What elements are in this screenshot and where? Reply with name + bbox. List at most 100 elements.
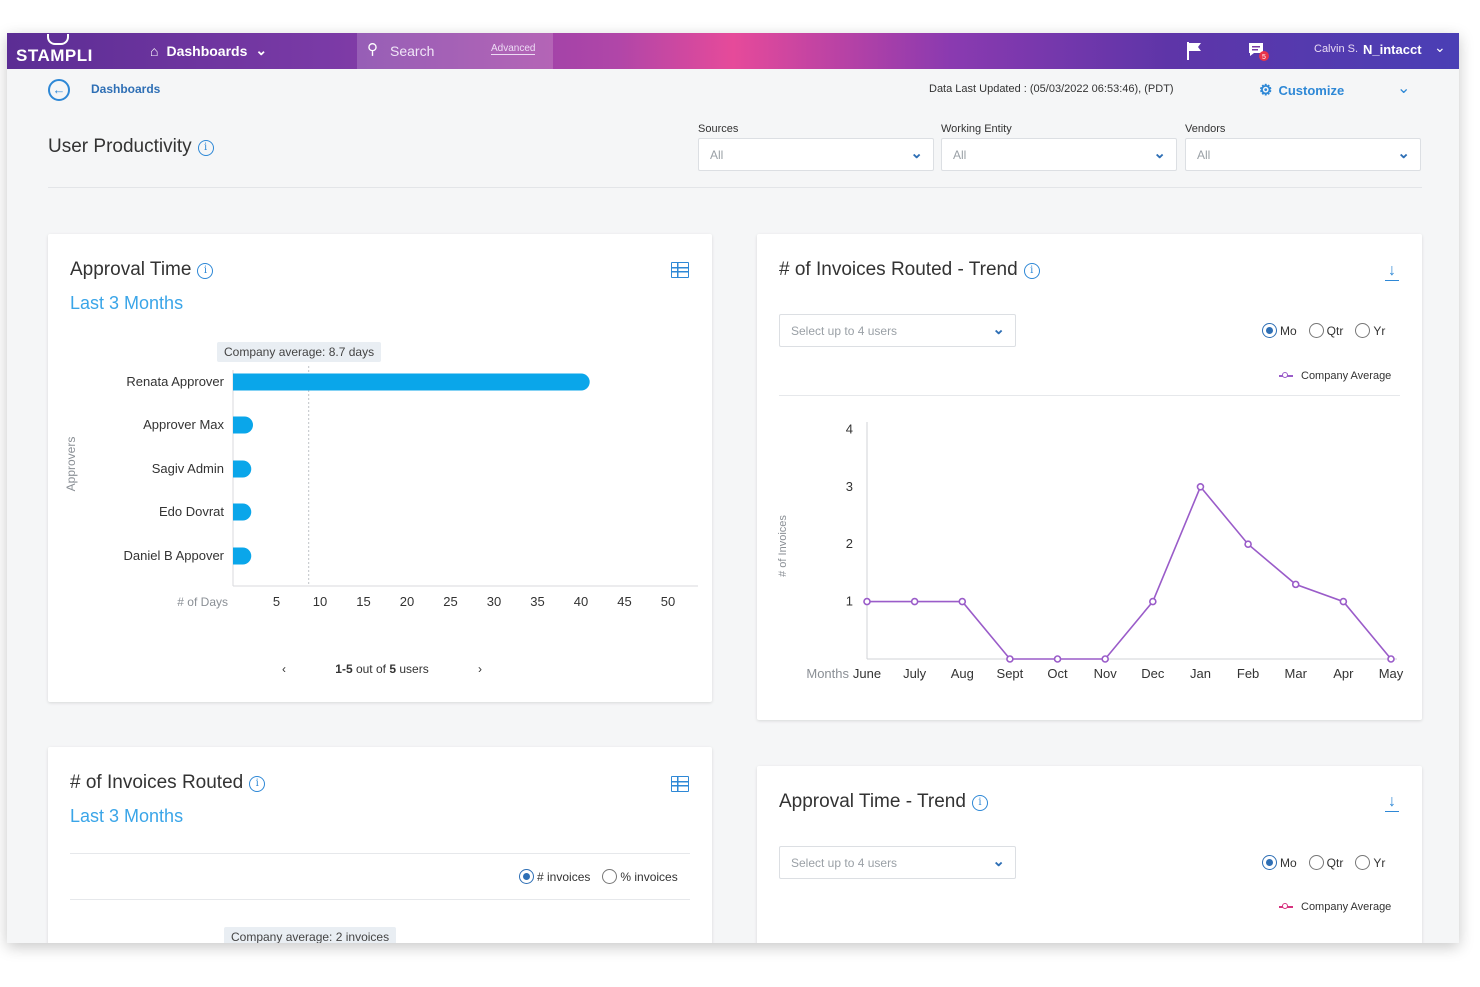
x-tick-label: July	[903, 666, 927, 681]
logo[interactable]: STAMPLI	[16, 46, 93, 65]
logo-cart-icon	[47, 34, 69, 45]
nav-dashboards-label: Dashboards	[166, 42, 248, 59]
approval-time-bar-chart: Renata Approver Approver Max Sagiv Admin Ed…	[64, 366, 698, 609]
collapse-chevron-icon[interactable]: ⌄	[1397, 80, 1411, 97]
nav-dashboards-menu[interactable]: ⌂ Dashboards ⌄	[150, 42, 267, 59]
user-select[interactable]: Select up to 4 users ⌄	[779, 314, 1016, 347]
category-label: Daniel B Appover	[124, 548, 225, 563]
advanced-search-link[interactable]: Advanced	[491, 43, 536, 55]
search-icon: ⚲	[367, 41, 378, 58]
x-axis-title: # of Days	[177, 595, 228, 609]
radio-label: Qtr	[1326, 323, 1344, 338]
user-select-placeholder: Select up to 4 users	[791, 324, 898, 338]
category-label: Approver Max	[143, 417, 224, 432]
divider	[70, 899, 690, 900]
download-icon[interactable]: ↓	[1384, 263, 1400, 281]
data-point	[910, 597, 919, 606]
page-title: User Productivity i	[48, 136, 214, 158]
chevron-down-icon: ⌄	[255, 42, 268, 58]
y-tick-label: 2	[846, 536, 853, 551]
radio-label: Mo	[1280, 323, 1297, 338]
user-select[interactable]: Select up to 4 users ⌄	[779, 846, 1016, 879]
pager-total: 5	[389, 662, 397, 676]
data-point	[863, 597, 871, 606]
card-subtitle: Last 3 Months	[70, 293, 184, 313]
radio-percent-invoices[interactable]: % invoices	[602, 869, 678, 884]
table-view-icon[interactable]	[671, 776, 689, 792]
x-tick-label: Mar	[1285, 666, 1308, 681]
x-tick-label: 25	[443, 594, 457, 609]
user-name[interactable]: Calvin S.	[1314, 43, 1359, 55]
approval-time-card: Approval Time i Last 3 Months Company ave…	[48, 234, 712, 702]
card-title: # of Invoices Routed i	[70, 772, 266, 794]
approval-time-trend-card: Approval Time - Trend i ↓ Select up to 4 …	[757, 766, 1422, 943]
radio-dot	[1262, 323, 1277, 338]
x-tick-label: Dec	[1141, 666, 1165, 681]
radio-month[interactable]: Mo	[1262, 323, 1297, 338]
user-select-placeholder: Select up to 4 users	[791, 856, 898, 870]
radio-label: % invoices	[620, 869, 678, 884]
pager-range: 1-5	[335, 662, 353, 676]
card-title-text: Approval Time - Trend	[779, 791, 966, 812]
vendors-value: All	[1197, 148, 1211, 162]
radio-year[interactable]: Yr	[1355, 855, 1385, 870]
chart-legend: Company Average	[1279, 901, 1391, 913]
x-tick-label: 5	[273, 594, 280, 609]
chat-notification-icon[interactable]: 5	[1247, 40, 1269, 62]
radio-year[interactable]: Yr	[1355, 323, 1385, 338]
radio-dot	[1308, 855, 1324, 870]
category-label: Edo Dovrat	[159, 504, 224, 519]
info-icon[interactable]: i	[1023, 263, 1040, 279]
radio-month[interactable]: Mo	[1262, 855, 1297, 870]
header-divider	[48, 187, 1422, 188]
invoices-routed-card: # of Invoices Routed i Last 3 Months # in…	[48, 747, 712, 943]
radio-quarter[interactable]: Qtr	[1308, 323, 1344, 338]
table-view-icon[interactable]	[671, 262, 689, 278]
download-icon[interactable]: ↓	[1384, 794, 1400, 812]
series-line	[867, 485, 1392, 660]
gear-icon: ⚙	[1259, 82, 1273, 99]
info-icon[interactable]: i	[197, 263, 214, 279]
legend-label: Company Average	[1301, 901, 1392, 913]
chevron-down-icon: ⌄	[992, 321, 1005, 338]
x-tick-label: 30	[487, 594, 501, 609]
next-page-icon[interactable]: ›	[477, 662, 482, 676]
customize-label: Customize	[1278, 83, 1345, 98]
chevron-down-icon: ⌄	[910, 145, 923, 162]
company-average-tooltip: Company average: 8.7 days	[217, 342, 382, 362]
pagination: ‹ 1-5 out of 5 users ›	[282, 662, 482, 676]
info-icon[interactable]: i	[249, 776, 266, 792]
company-name[interactable]: N_intacct	[1363, 42, 1422, 57]
invoice-metric-radio-group: # invoices % invoices	[519, 869, 678, 884]
period-radio-group: Mo Qtr Yr	[1262, 323, 1385, 338]
flag-icon[interactable]	[1185, 41, 1203, 61]
bar-left-edge	[233, 547, 242, 565]
user-menu-chevron-icon[interactable]: ⌄	[1434, 39, 1446, 55]
page-title-text: User Productivity	[48, 136, 192, 157]
radio-count-invoices[interactable]: # invoices	[519, 869, 590, 884]
customize-button[interactable]: ⚙ Customize	[1259, 81, 1344, 99]
app-window: STAMPLI ⌂ Dashboards ⌄ ⚲ Search Advanced…	[7, 33, 1459, 943]
sources-select[interactable]: All ⌄	[698, 138, 934, 171]
working-entity-select[interactable]: All ⌄	[941, 138, 1177, 171]
radio-quarter[interactable]: Qtr	[1308, 855, 1343, 870]
info-icon[interactable]: i	[971, 795, 988, 811]
pager-mid: out of	[352, 662, 390, 676]
x-tick-label: June	[853, 666, 881, 681]
pagination-text: 1-5 out of 5 users	[335, 662, 428, 676]
filter-label-working-entity: Working Entity	[941, 123, 1012, 135]
y-axis-title: # of Invoices	[777, 515, 789, 577]
search-input[interactable]: ⚲ Search Advanced	[357, 33, 553, 69]
info-icon[interactable]: i	[197, 140, 214, 156]
data-point	[1387, 655, 1395, 663]
y-axis-title: Approvers	[64, 437, 78, 492]
search-placeholder: Search	[390, 43, 435, 59]
radio-label: Yr	[1373, 855, 1386, 870]
x-tick-label: Jan	[1190, 666, 1211, 681]
prev-page-icon[interactable]: ‹	[282, 662, 286, 676]
back-arrow-icon[interactable]: ←	[48, 79, 70, 101]
breadcrumb[interactable]: Dashboards	[91, 82, 161, 96]
card-title: Approval Time - Trend i	[779, 791, 988, 813]
card-title-text: Approval Time	[70, 259, 192, 280]
vendors-select[interactable]: All ⌄	[1185, 138, 1421, 171]
